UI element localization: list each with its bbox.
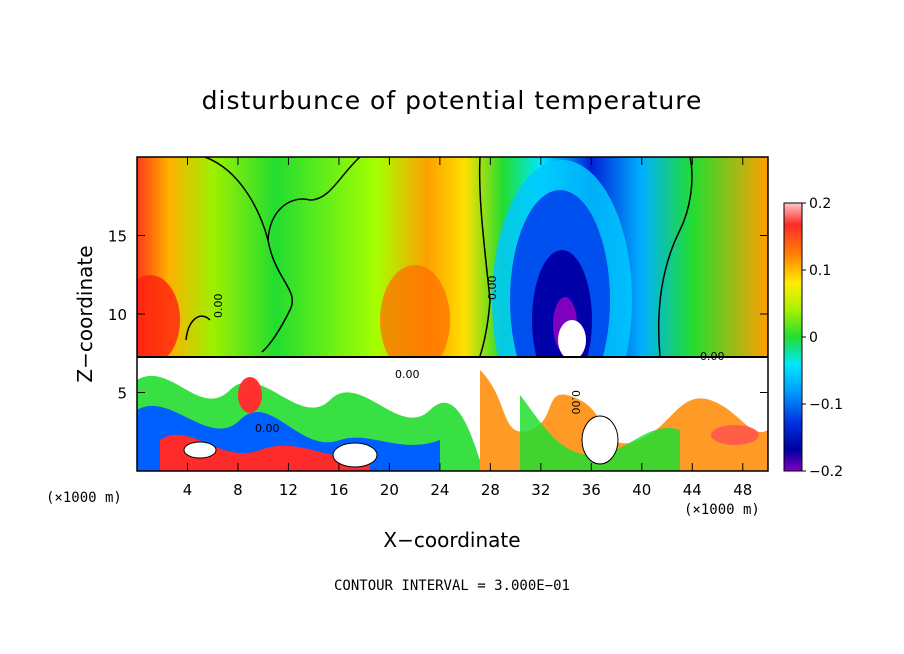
y-axis-label: Z−coordinate [73, 245, 97, 382]
x-tick-label: 24 [430, 481, 449, 499]
contour-label: 0.00 [255, 422, 280, 435]
colorbar [783, 202, 803, 472]
y-tick-label: 5 [117, 385, 127, 403]
x-axis: 4 8 12 16 20 24 28 32 36 40 44 48 [183, 157, 752, 499]
y-tick-label: 15 [108, 228, 127, 246]
warm-edge [137, 275, 180, 365]
x-tick-label: 8 [233, 481, 243, 499]
colorbar-tick-label: −0.2 [809, 464, 843, 480]
x-tick-label: 20 [380, 481, 399, 499]
x-tick-label: 48 [733, 481, 752, 499]
contour-label: 0.00 [212, 294, 225, 319]
x-unit-left: (×1000 m) [46, 490, 122, 506]
contour-label: 0.00 [700, 350, 725, 363]
colorbar-tick-label: 0 [809, 330, 818, 346]
contour-interval-note: CONTOUR INTERVAL = 3.000E−01 [333, 578, 570, 594]
x-tick-label: 12 [279, 481, 298, 499]
colorbar-tick-label: 0.2 [809, 196, 831, 212]
upper-field [137, 157, 768, 357]
x-tick-label: 40 [632, 481, 651, 499]
x-tick-label: 16 [329, 481, 348, 499]
plot-area [137, 157, 768, 471]
contour-label: 0.00 [569, 390, 582, 415]
y-axis: 5 10 15 [108, 228, 768, 403]
colorbar-tick-label: −0.1 [809, 397, 843, 413]
plume-white [558, 320, 586, 360]
contour-label: 0.00 [486, 276, 499, 301]
contour-labels: 0.00 0.00 0.00 0.00 0.00 0.00 [212, 276, 725, 436]
y-tick-label: 10 [108, 306, 127, 324]
contour-label: 0.00 [395, 368, 420, 381]
x-tick-label: 28 [481, 481, 500, 499]
colorbar-ticks: 0.2 0.1 0 −0.1 −0.2 [802, 196, 843, 480]
colorbar-tick-label: 0.1 [809, 263, 831, 279]
x-tick-label: 36 [582, 481, 601, 499]
x-unit-right: (×1000 m) [684, 502, 760, 518]
contour-line [204, 157, 293, 353]
chart-title: disturbunce of potential temperature [201, 86, 703, 115]
x-axis-label: X−coordinate [383, 528, 520, 552]
x-tick-label: 4 [183, 481, 193, 499]
warm-lobe [380, 265, 450, 375]
x-tick-label: 44 [683, 481, 702, 499]
x-tick-label: 32 [531, 481, 550, 499]
